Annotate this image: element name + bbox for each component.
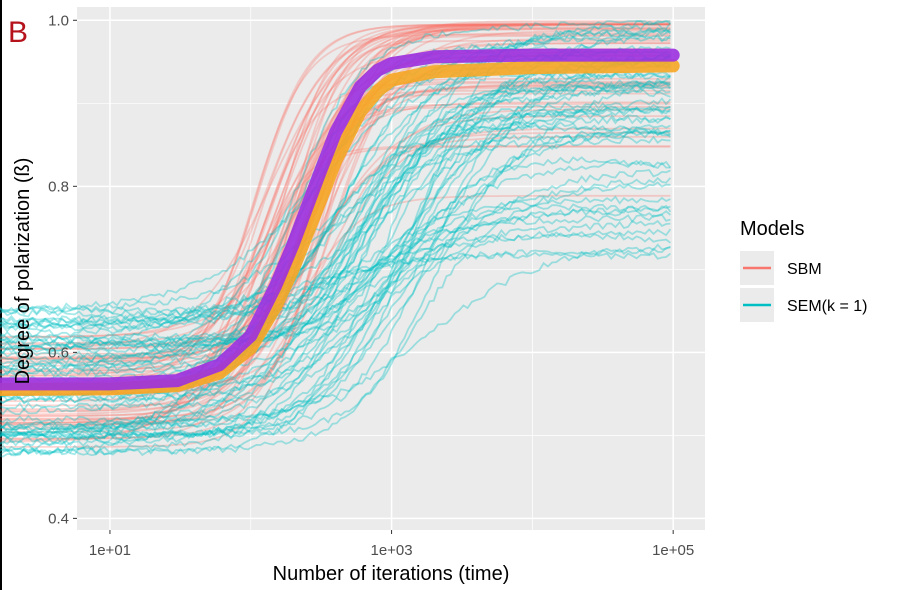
y-tick-label: 1.0	[48, 12, 69, 29]
y-tick-label: 0.6	[48, 344, 69, 361]
sbm-run-line	[0, 27, 671, 377]
sem-run-line	[0, 208, 671, 349]
sbm-run-line	[0, 29, 671, 433]
sem-run-line	[0, 20, 671, 333]
sem-run-line	[0, 181, 671, 456]
sem-run-line	[0, 115, 671, 433]
y-tick-label: 0.4	[48, 510, 69, 527]
sem-run-line	[0, 97, 672, 326]
y-axis-title: Degree of polarization (ß)	[12, 158, 34, 385]
x-tick-label: 1e+05	[652, 542, 694, 559]
sbm-run-line	[0, 28, 671, 443]
sem-run-line	[0, 82, 672, 372]
grid-major	[77, 7, 705, 530]
sem-run-line	[0, 107, 671, 439]
legend-label: SBM	[787, 261, 822, 278]
mean-curves	[0, 48, 680, 397]
sem-run-line	[0, 203, 672, 350]
sem-run-line	[0, 85, 671, 369]
sbm-run-line	[0, 23, 671, 355]
legend-label: SEM(k = 1)	[787, 298, 867, 315]
sbm-run-line	[0, 80, 671, 413]
x-axis: 1e+01 1e+03 1e+05	[89, 530, 694, 559]
sem-run-line	[0, 75, 671, 456]
sem-run-line	[0, 111, 671, 345]
sem-run-line	[0, 53, 672, 436]
sbm-run-line	[0, 23, 671, 344]
sbm-run-line	[0, 23, 671, 339]
sbm-run-line	[0, 92, 671, 373]
sem-run-line	[0, 228, 672, 378]
sem-run-line	[0, 246, 671, 330]
sem-run-line	[0, 28, 671, 424]
sem-run-line	[0, 230, 671, 405]
sbm-run-line	[0, 23, 671, 358]
sbm-run-line	[0, 82, 671, 440]
sem-run-line	[0, 159, 672, 329]
sem-run-line	[0, 176, 672, 353]
sbm-run-line	[0, 23, 671, 412]
sem-run-line	[0, 243, 671, 429]
sem-run-line	[0, 106, 671, 345]
x-tick-label: 1e+01	[89, 542, 131, 559]
panel-letter: B	[8, 16, 28, 49]
sbm-run-line	[0, 108, 671, 377]
sbm-run-line	[0, 23, 671, 350]
sem-run-line	[0, 130, 671, 376]
sem-run-line	[0, 79, 671, 370]
sbm-run-line	[0, 37, 671, 420]
sem-run-line	[0, 219, 671, 457]
sbm-run-line	[0, 115, 671, 361]
sbm-run-line	[0, 127, 671, 426]
sbm-run-line	[0, 39, 671, 426]
legend-title: Models	[740, 218, 804, 240]
sem-run-line	[0, 71, 671, 315]
sbm-run-line	[0, 89, 671, 407]
sbm-run-line	[0, 32, 671, 403]
sem-run-line	[0, 80, 671, 439]
sbm-run-line	[0, 27, 671, 411]
sbm-run-line	[0, 20, 671, 448]
sem-run-line	[0, 124, 671, 432]
sem-run-line	[0, 251, 671, 316]
sem-run-line	[0, 124, 671, 436]
mean-curve	[0, 48, 680, 391]
sbm-run-line	[0, 135, 671, 375]
sbm-run-line	[0, 102, 671, 367]
sem-run-line	[0, 80, 671, 355]
y-axis: 0.4 0.6 0.8 1.0	[48, 12, 77, 527]
sem-run-line	[0, 105, 672, 366]
sem-run-line	[0, 50, 671, 445]
sem-run-line	[0, 130, 671, 404]
sem-run-line	[0, 127, 671, 439]
x-axis-title: Number of iterations (time)	[273, 563, 510, 585]
sem-run-line	[0, 22, 672, 432]
sem-run-line	[0, 20, 671, 430]
sem-run-line	[0, 69, 671, 331]
sem-run-line	[0, 213, 671, 347]
sem-run-line	[0, 56, 671, 440]
sem-run-line	[0, 80, 671, 447]
sem-run-line	[0, 135, 671, 318]
x-tick-label: 1e+03	[370, 542, 412, 559]
legend: Models SBM SEM(k = 1)	[740, 218, 867, 322]
sem-run-line	[0, 86, 671, 378]
y-tick-label: 0.8	[48, 178, 69, 195]
sbm-run-line	[0, 23, 671, 350]
sem-run-line	[0, 71, 671, 339]
sbm-run-line	[0, 23, 671, 442]
sbm-run-line	[0, 23, 671, 350]
sbm-run-line	[0, 23, 671, 364]
sem-run-line	[0, 204, 671, 458]
sem-run-line	[0, 102, 671, 360]
